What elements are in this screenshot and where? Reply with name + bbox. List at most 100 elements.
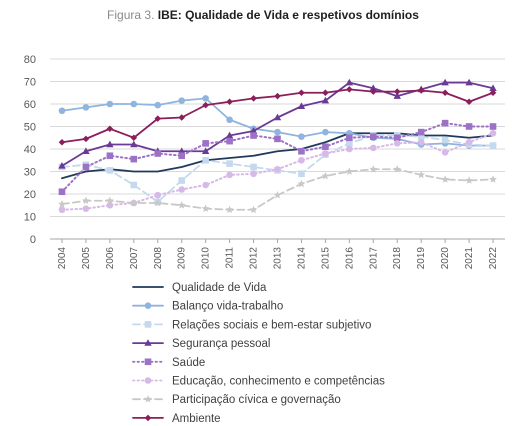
data-point <box>369 133 377 140</box>
data-point <box>321 96 330 104</box>
data-point <box>441 78 449 86</box>
data-point <box>58 107 66 115</box>
data-point <box>106 201 114 209</box>
legend-item: Educação, conhecimento e competências <box>132 376 385 388</box>
data-point <box>345 78 354 86</box>
legend-label: Balanço vida-trabalho <box>172 301 283 313</box>
data-point <box>178 114 186 121</box>
data-point <box>369 88 377 95</box>
data-point <box>202 140 209 147</box>
data-point <box>178 97 186 104</box>
data-point <box>489 129 497 137</box>
y-tick-label: 50 <box>24 122 36 134</box>
legend-marker <box>144 395 152 403</box>
data-point <box>82 196 90 205</box>
data-point <box>393 88 401 95</box>
data-point <box>202 181 209 189</box>
figure-number: Figura 3. <box>107 8 155 22</box>
legend-item: Saúde <box>132 357 205 369</box>
data-point <box>58 200 66 208</box>
data-point <box>178 186 186 193</box>
legend-item: Balanço vida-trabalho <box>132 301 283 313</box>
data-point <box>322 143 329 151</box>
x-tick-label: 2011 <box>225 247 236 269</box>
x-tick-label: 2004 <box>57 247 68 270</box>
data-point <box>274 165 281 173</box>
data-point <box>298 156 305 164</box>
data-point <box>58 206 66 214</box>
data-point <box>393 92 401 99</box>
data-point <box>250 170 257 178</box>
x-tick-label: 2009 <box>177 247 188 270</box>
legend-item: Participação cívica e governação <box>132 394 341 406</box>
data-point <box>82 147 90 154</box>
data-point <box>58 161 66 169</box>
data-point <box>130 100 138 108</box>
legend-label: Ambiente <box>172 413 221 425</box>
data-point <box>82 205 90 212</box>
legend-marker <box>144 377 152 384</box>
data-point <box>226 116 233 124</box>
data-point <box>178 147 186 154</box>
data-point <box>346 140 353 147</box>
y-tick-label: 70 <box>24 77 36 89</box>
x-tick-label: 2005 <box>81 247 92 270</box>
legend-marker <box>144 339 152 346</box>
y-tick-label: 20 <box>24 189 36 201</box>
data-point <box>489 89 497 97</box>
data-point <box>489 84 497 91</box>
legend-item: Ambiente <box>132 413 221 425</box>
data-point <box>417 170 426 179</box>
x-tick-label: 2007 <box>129 247 140 270</box>
x-tick-label: 2020 <box>440 247 451 270</box>
legend-label: Segurança pessoal <box>172 338 270 350</box>
data-point <box>249 127 258 134</box>
x-tick-label: 2006 <box>105 247 116 270</box>
data-point <box>489 175 497 183</box>
data-point <box>465 98 473 106</box>
x-tick-label: 2022 <box>488 247 499 270</box>
data-point <box>130 181 138 189</box>
data-point <box>153 198 162 207</box>
data-point <box>82 104 90 111</box>
data-point <box>274 135 281 143</box>
y-tick-label: 40 <box>24 144 36 156</box>
data-point <box>465 138 473 146</box>
data-point <box>154 115 162 122</box>
data-point <box>273 113 282 121</box>
data-point <box>297 102 306 109</box>
data-point <box>273 191 282 199</box>
data-point <box>322 150 329 157</box>
data-point <box>250 132 257 139</box>
data-point <box>441 89 449 97</box>
data-point <box>369 144 377 152</box>
data-point <box>417 128 425 136</box>
data-point <box>417 87 425 94</box>
data-point <box>106 167 114 174</box>
legend-label: Relações sociais e bem-estar subjetivo <box>172 319 371 331</box>
data-point <box>489 142 497 149</box>
data-point <box>274 92 281 100</box>
x-tick-label: 2021 <box>464 247 475 270</box>
legend-label: Participação cívica e governação <box>172 394 341 406</box>
legend-marker <box>144 414 152 422</box>
data-point <box>129 198 138 207</box>
data-point <box>274 128 281 136</box>
data-point <box>250 95 257 102</box>
x-tick-label: 2008 <box>153 247 164 270</box>
data-point <box>130 134 138 142</box>
series-4 <box>58 119 497 196</box>
y-tick-label: 30 <box>24 167 36 179</box>
data-point <box>393 134 401 142</box>
data-point <box>82 135 90 143</box>
data-point <box>298 170 305 178</box>
data-point <box>489 123 497 130</box>
series-7 <box>58 86 497 146</box>
data-point <box>298 133 305 140</box>
data-point <box>441 136 449 144</box>
x-tick-label: 2017 <box>368 247 379 270</box>
data-point <box>417 138 425 146</box>
data-point <box>226 137 233 145</box>
data-point <box>465 176 473 184</box>
